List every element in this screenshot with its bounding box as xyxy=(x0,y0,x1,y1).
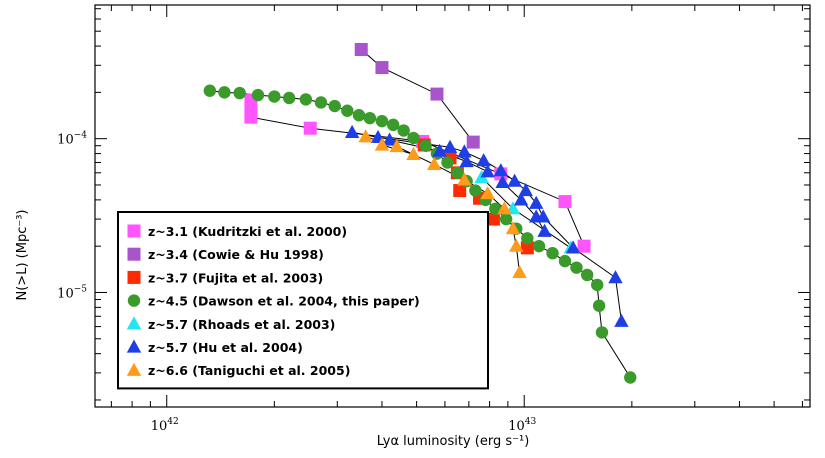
point-z-4-5-dawson-et-al-2004-this-paper-0-5 xyxy=(283,92,295,104)
legend-marker-z-3-4-cowie-hu-1998 xyxy=(128,248,141,261)
point-z-5-7-hu-et-al-2004-0-6 xyxy=(507,174,521,187)
legend-label-z-6-6-taniguchi-et-al-2005: z~6.6 (Taniguchi et al. 2005) xyxy=(148,363,350,378)
point-z-5-7-hu-et-al-2004-0-0 xyxy=(345,125,359,138)
point-z-5-7-hu-et-al-2004-0-12 xyxy=(614,314,628,327)
legend-label-z-3-7-fujita-et-al-2003: z~3.7 (Fujita et al. 2003) xyxy=(148,270,323,285)
point-z-4-5-dawson-et-al-2004-this-paper-0-0 xyxy=(204,85,216,97)
point-z-4-5-dawson-et-al-2004-this-paper-0-34 xyxy=(596,326,608,338)
point-z-4-5-dawson-et-al-2004-this-paper-0-4 xyxy=(268,90,280,102)
legend-marker-z-3-7-fujita-et-al-2003 xyxy=(128,271,141,284)
y-axis-title: N(>L) (Mpc⁻³) xyxy=(15,210,30,301)
x-tick-label: 1043 xyxy=(508,417,536,434)
point-z-4-5-dawson-et-al-2004-this-paper-0-2 xyxy=(234,87,246,99)
point-z-3-1-kudritzki-et-al-2000-0-3 xyxy=(304,122,317,135)
legend-label-z-5-7-rhoads-et-al-2003: z~5.7 (Rhoads et al. 2003) xyxy=(148,317,335,332)
point-z-4-5-dawson-et-al-2004-this-paper-0-7 xyxy=(315,96,327,108)
point-z-4-5-dawson-et-al-2004-this-paper-0-6 xyxy=(300,93,312,105)
point-z-4-5-dawson-et-al-2004-this-paper-0-10 xyxy=(353,109,365,121)
point-z-4-5-dawson-et-al-2004-this-paper-0-16 xyxy=(419,140,431,152)
point-z-3-4-cowie-hu-1998-0-0 xyxy=(355,43,368,56)
point-z-4-5-dawson-et-al-2004-this-paper-0-18 xyxy=(441,156,453,168)
legend-label-z-3-4-cowie-hu-1998: z~3.4 (Cowie & Hu 1998) xyxy=(148,247,324,262)
legend-marker-z-3-1-kudritzki-et-al-2000 xyxy=(128,225,141,238)
legend-label-z-3-1-kudritzki-et-al-2000: z~3.1 (Kudritzki et al. 2000) xyxy=(148,224,347,239)
point-z-4-5-dawson-et-al-2004-this-paper-0-12 xyxy=(376,115,388,127)
point-z-4-5-dawson-et-al-2004-this-paper-0-31 xyxy=(581,269,593,281)
point-z-4-5-dawson-et-al-2004-this-paper-0-1 xyxy=(218,86,230,98)
point-z-3-1-kudritzki-et-al-2000-0-2 xyxy=(244,111,257,124)
point-z-6-6-taniguchi-et-al-2005-0-8 xyxy=(512,265,526,278)
legend-marker-z-4-5-dawson-et-al-2004-this-paper xyxy=(128,294,140,306)
point-z-4-5-dawson-et-al-2004-this-paper-0-19 xyxy=(451,167,463,179)
point-z-5-7-hu-et-al-2004-0-11 xyxy=(608,270,622,283)
point-z-4-5-dawson-et-al-2004-this-paper-0-24 xyxy=(500,213,512,225)
legend-label-z-5-7-hu-et-al-2004: z~5.7 (Hu et al. 2004) xyxy=(148,340,303,355)
point-z-3-1-kudritzki-et-al-2000-0-6 xyxy=(558,195,571,208)
point-z-5-7-hu-et-al-2004-0-4 xyxy=(476,153,490,166)
point-z-4-5-dawson-et-al-2004-this-paper-0-32 xyxy=(591,279,603,291)
point-z-4-5-dawson-et-al-2004-this-paper-0-9 xyxy=(341,105,353,117)
point-z-4-5-dawson-et-al-2004-this-paper-0-13 xyxy=(387,119,399,131)
point-z-3-4-cowie-hu-1998-0-1 xyxy=(375,61,388,74)
point-z-4-5-dawson-et-al-2004-this-paper-0-28 xyxy=(546,247,558,259)
point-z-4-5-dawson-et-al-2004-this-paper-0-26 xyxy=(521,232,533,244)
point-z-4-5-dawson-et-al-2004-this-paper-0-29 xyxy=(559,255,571,267)
legend: z~3.1 (Kudritzki et al. 2000) z~3.4 (Cowi… xyxy=(118,212,488,388)
point-z-4-5-dawson-et-al-2004-this-paper-0-35 xyxy=(624,371,636,383)
point-z-3-4-cowie-hu-1998-0-2 xyxy=(430,88,443,101)
point-z-4-5-dawson-et-al-2004-this-paper-0-33 xyxy=(593,300,605,312)
point-z-4-5-dawson-et-al-2004-this-paper-0-21 xyxy=(469,184,481,196)
point-z-4-5-dawson-et-al-2004-this-paper-0-8 xyxy=(328,100,340,112)
legend-label-z-4-5-dawson-et-al-2004-this-paper: z~4.5 (Dawson et al. 2004, this paper) xyxy=(148,294,420,309)
point-z-3-1-kudritzki-et-al-2000-0-7 xyxy=(578,240,591,253)
point-z-4-5-dawson-et-al-2004-this-paper-0-15 xyxy=(407,132,419,144)
y-tick-label: 10−5 xyxy=(57,284,87,301)
point-z-4-5-dawson-et-al-2004-this-paper-0-27 xyxy=(533,240,545,252)
x-tick-label: 1042 xyxy=(151,417,179,434)
y-tick-label: 10−4 xyxy=(57,131,87,148)
point-z-5-7-hu-et-al-2004-1-7 xyxy=(537,224,551,237)
point-z-4-5-dawson-et-al-2004-this-paper-0-11 xyxy=(364,112,376,124)
point-z-3-4-cowie-hu-1998-0-3 xyxy=(467,136,480,149)
point-z-4-5-dawson-et-al-2004-this-paper-0-3 xyxy=(252,89,264,101)
point-z-4-5-dawson-et-al-2004-this-paper-0-30 xyxy=(570,261,582,273)
x-axis-title: Lyα luminosity (erg s⁻¹) xyxy=(377,434,530,449)
point-z-4-5-dawson-et-al-2004-this-paper-0-14 xyxy=(397,124,409,136)
